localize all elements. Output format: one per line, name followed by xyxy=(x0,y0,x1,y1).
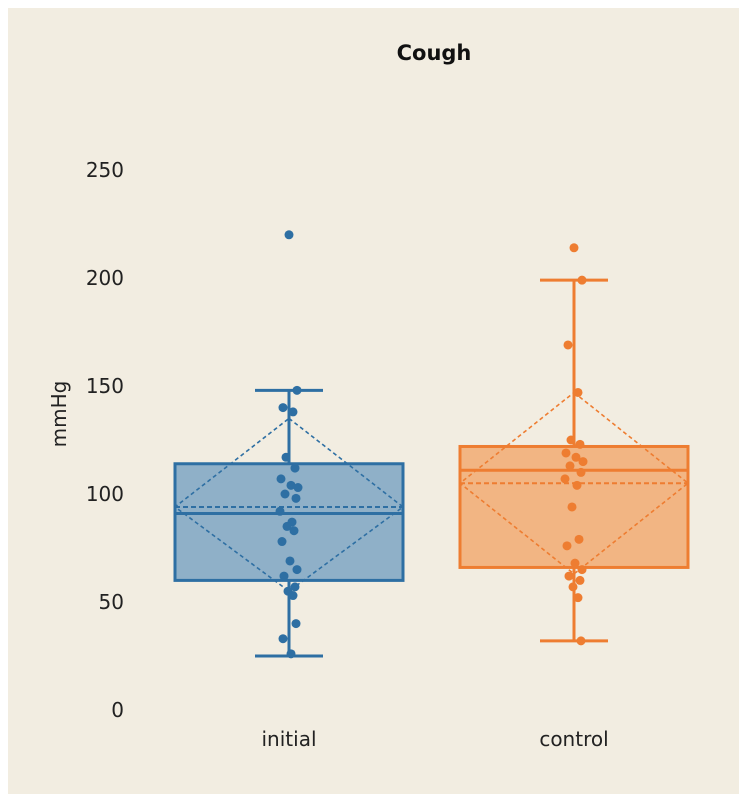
data-point xyxy=(278,634,288,644)
data-point xyxy=(574,534,584,544)
y-tick-label: 0 xyxy=(111,698,124,722)
data-point xyxy=(290,463,300,473)
chart-panel: Cough mmHg 0 50 100 150 200 250 initial contro… xyxy=(8,8,739,794)
box-series xyxy=(173,230,690,659)
data-point xyxy=(572,480,582,490)
data-point xyxy=(289,526,299,536)
data-point xyxy=(577,565,587,575)
data-point xyxy=(285,556,295,566)
y-tick-label: 100 xyxy=(86,482,124,506)
data-point xyxy=(563,340,573,350)
y-tick-label: 200 xyxy=(86,266,124,290)
data-point xyxy=(576,636,586,646)
data-point xyxy=(564,571,574,581)
data-point xyxy=(575,575,585,585)
x-tick-label: control xyxy=(539,727,608,751)
data-point xyxy=(291,493,301,503)
data-point xyxy=(578,457,588,467)
data-point xyxy=(577,275,587,285)
data-point xyxy=(576,467,586,477)
data-point xyxy=(286,649,296,659)
chart-title: Cough xyxy=(397,41,472,65)
data-point xyxy=(573,387,583,397)
data-point xyxy=(562,541,572,551)
data-point xyxy=(275,506,285,516)
y-tick-labels: 0 50 100 150 200 250 xyxy=(86,158,124,722)
outlier-point xyxy=(569,243,579,253)
data-point xyxy=(570,558,580,568)
data-point xyxy=(292,565,302,575)
data-point xyxy=(565,461,575,471)
data-point xyxy=(293,483,303,493)
y-axis-label: mmHg xyxy=(47,381,71,448)
data-point xyxy=(280,489,290,499)
data-point xyxy=(279,571,289,581)
data-point xyxy=(571,452,581,462)
outlier-point xyxy=(284,230,294,240)
data-point xyxy=(561,448,571,458)
y-tick-label: 250 xyxy=(86,158,124,182)
data-point xyxy=(282,521,292,531)
data-point xyxy=(568,582,578,592)
x-tick-labels: initial control xyxy=(262,727,609,751)
data-point xyxy=(566,435,576,445)
data-point xyxy=(286,480,296,490)
data-point xyxy=(281,452,291,462)
y-tick-label: 150 xyxy=(86,374,124,398)
y-tick-label: 50 xyxy=(99,590,124,614)
box-plot-chart: Cough mmHg 0 50 100 150 200 250 initial contro… xyxy=(47,41,690,751)
data-point xyxy=(291,619,301,629)
data-point xyxy=(567,502,577,512)
data-point xyxy=(277,537,287,547)
data-point xyxy=(290,582,300,592)
data-point xyxy=(288,407,298,417)
data-point xyxy=(292,385,302,395)
data-point xyxy=(573,593,583,603)
data-point xyxy=(575,439,585,449)
data-point xyxy=(560,474,570,484)
data-point xyxy=(278,403,288,413)
x-tick-label: initial xyxy=(262,727,317,751)
sd-diamond xyxy=(458,391,690,575)
data-point xyxy=(276,474,286,484)
data-point xyxy=(288,591,298,601)
